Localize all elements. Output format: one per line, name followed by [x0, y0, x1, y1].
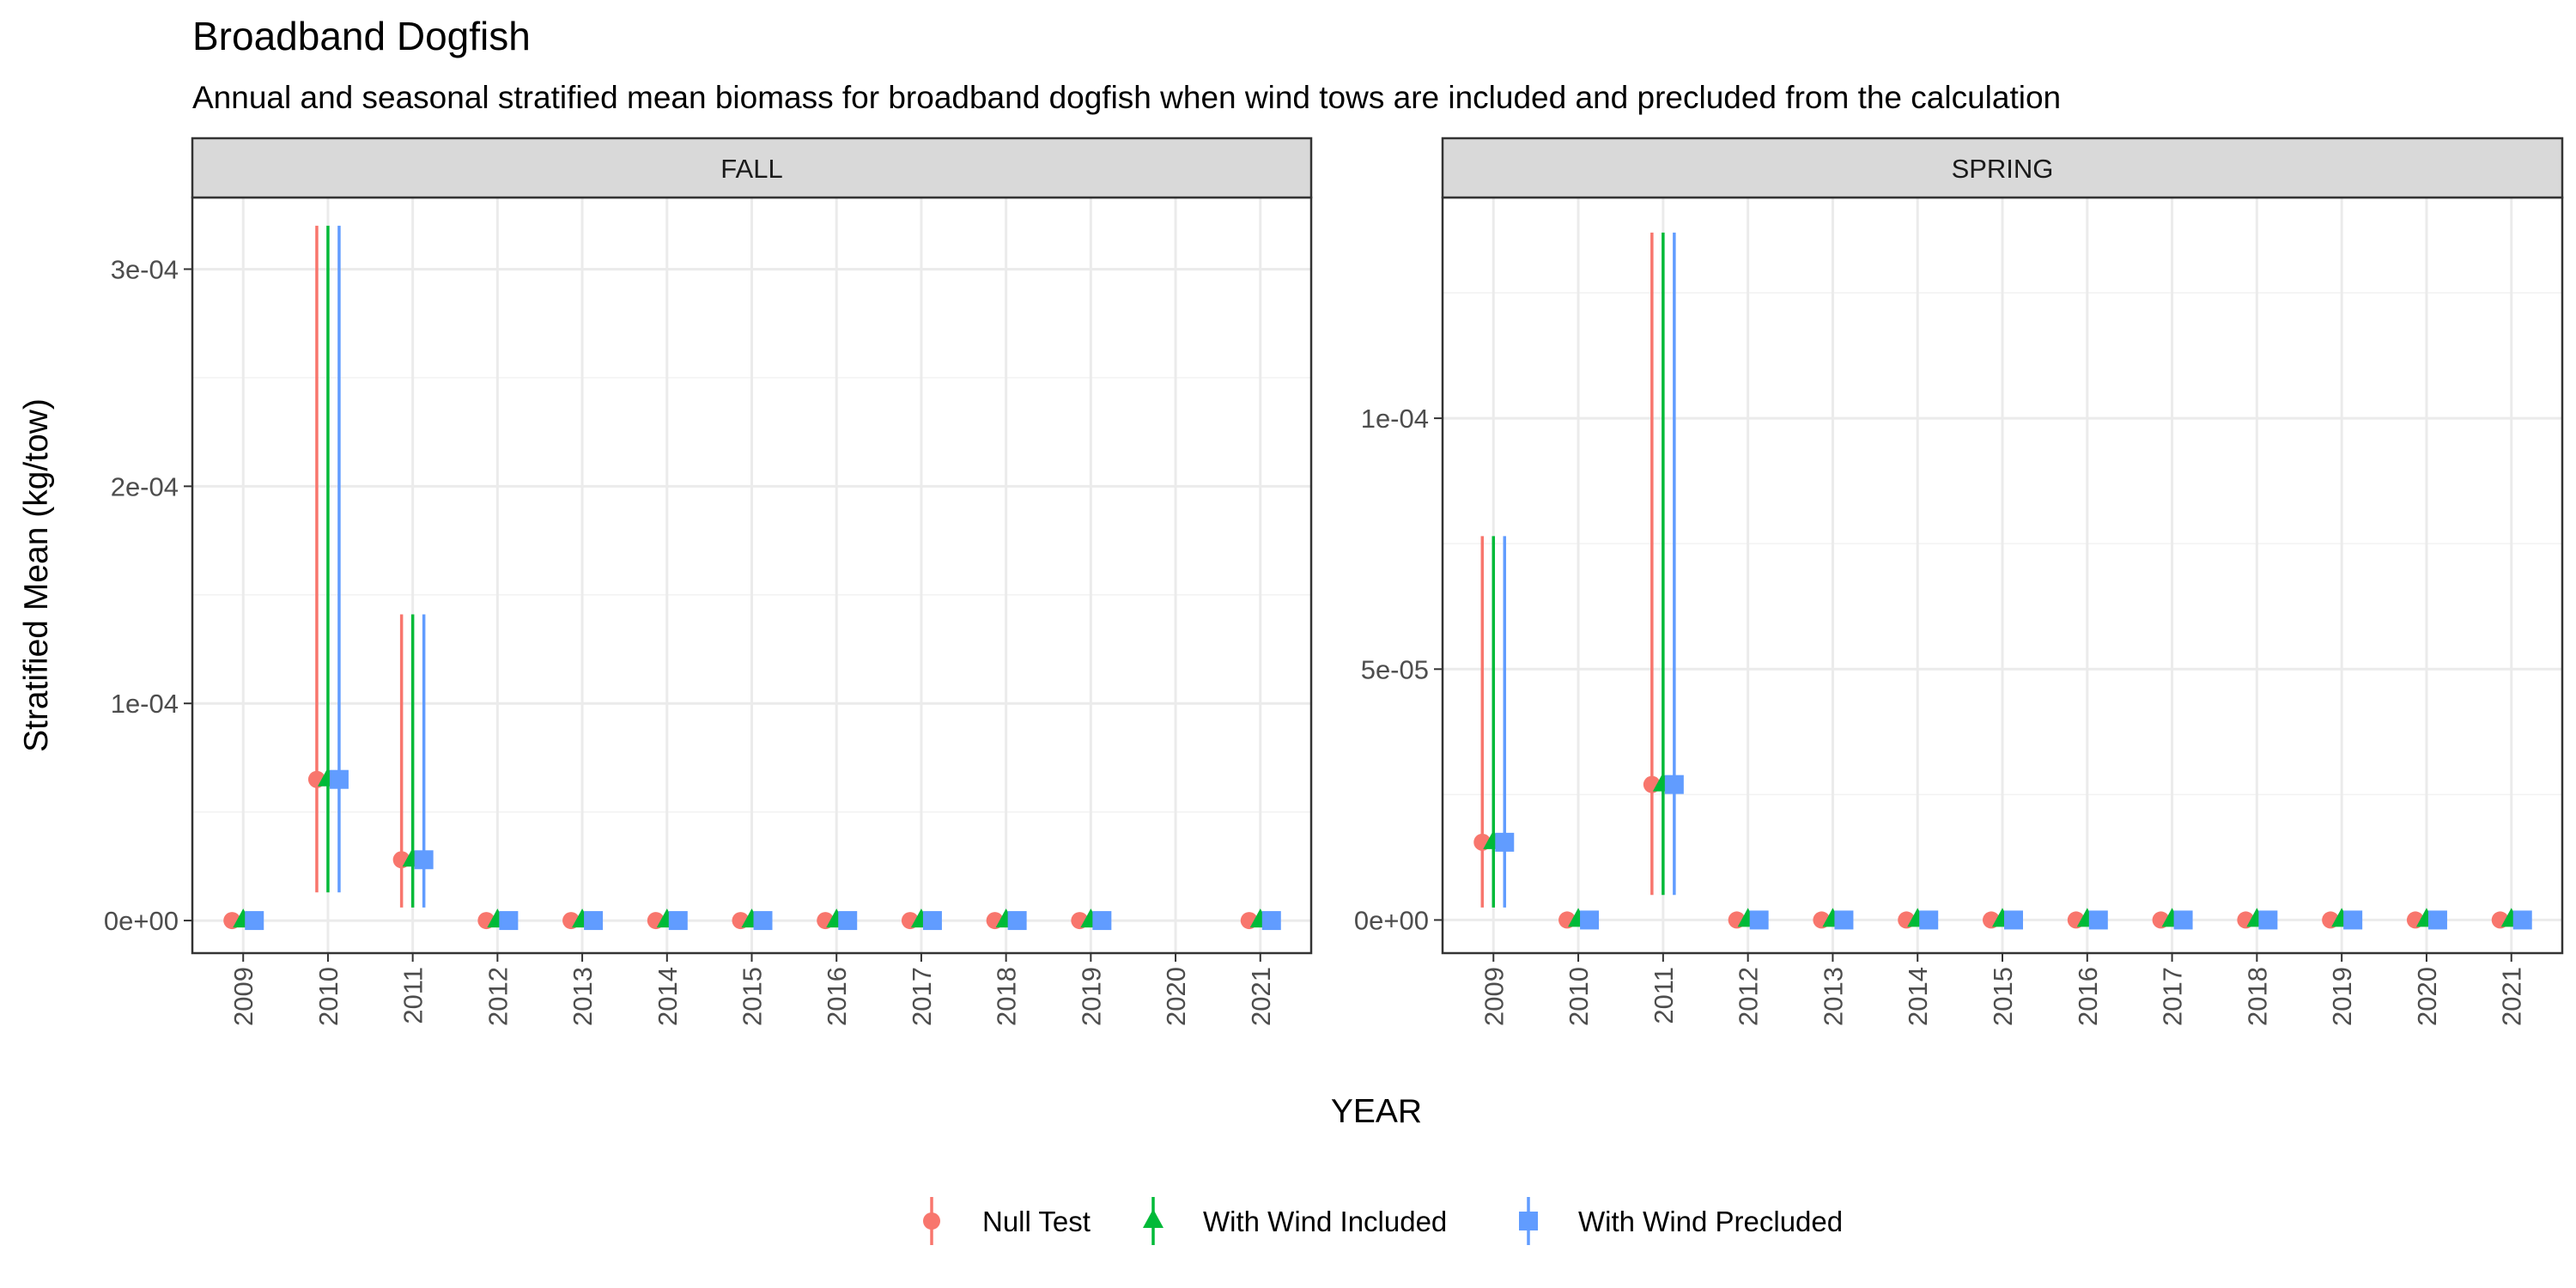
- point-square: [1092, 911, 1112, 931]
- point-square: [1834, 910, 1854, 930]
- y-tick-label: 2e-04: [111, 471, 179, 501]
- point-square: [1664, 775, 1684, 794]
- x-tick-label: 2012: [1734, 967, 1764, 1026]
- legend-key-triangle: [1143, 1209, 1163, 1228]
- point-square: [2173, 910, 2193, 930]
- x-tick-label: 2016: [822, 967, 852, 1026]
- point-square: [1495, 832, 1515, 852]
- point-square: [1007, 911, 1027, 931]
- point-square: [2343, 910, 2363, 930]
- x-tick-label: 2018: [2242, 967, 2272, 1026]
- x-tick-label: 2015: [738, 967, 768, 1026]
- x-tick-label: 2011: [1649, 967, 1679, 1024]
- y-axis-label: Stratified Mean (kg/tow): [18, 398, 55, 752]
- x-tick-label: 2017: [2158, 967, 2188, 1026]
- panel-fall: 0e+00 1e-04 2e-04 3e-04 2009 2010 2011 2012 2013…: [104, 137, 1313, 1026]
- legend-key-square: [1519, 1212, 1538, 1230]
- x-tick-label: 2015: [1988, 967, 2018, 1026]
- point-square: [668, 911, 688, 931]
- x-tick-label: 2013: [1818, 967, 1848, 1026]
- legend: Null Test With Wind Included With Wind Pre…: [923, 1197, 1843, 1245]
- point-square: [1749, 910, 1769, 930]
- point-square: [2088, 910, 2108, 930]
- x-tick-label: 2012: [483, 967, 513, 1026]
- point-square: [2258, 910, 2278, 930]
- facet-strip-label: FALL: [720, 154, 782, 184]
- gridlines: [192, 197, 1311, 953]
- facet-strip-label: SPRING: [1952, 154, 2054, 184]
- y-tick-label: 3e-04: [111, 254, 179, 284]
- x-tick-label: 2014: [1903, 967, 1933, 1026]
- legend-label: With Wind Precluded: [1578, 1206, 1843, 1237]
- point-square: [1261, 911, 1281, 931]
- gridlines: [1443, 197, 2562, 953]
- facet-strip: [1441, 137, 2564, 199]
- legend-label: With Wind Included: [1203, 1206, 1447, 1237]
- x-tick-label: 2013: [568, 967, 598, 1026]
- point-square: [499, 911, 519, 931]
- point-square: [753, 911, 773, 931]
- point-square: [329, 769, 349, 789]
- chart-title: Broadband Dogfish: [192, 14, 531, 58]
- y-tick-label: 5e-05: [1361, 654, 1429, 684]
- x-tick-label: 2021: [2497, 967, 2527, 1026]
- y-tick-label: 0e+00: [104, 906, 179, 936]
- point-square: [414, 850, 434, 870]
- x-tick-label: 2017: [907, 967, 937, 1026]
- legend-item-triangle: With Wind Included: [1143, 1197, 1447, 1245]
- x-tick-label: 2021: [1246, 967, 1276, 1026]
- legend-item-circle: Null Test: [923, 1197, 1091, 1245]
- data-marks: [1473, 232, 2532, 930]
- legend-key-circle: [923, 1212, 940, 1230]
- x-tick-label: 2010: [1564, 967, 1594, 1026]
- x-tick-label: 2009: [1479, 967, 1509, 1026]
- x-tick-label: 2009: [228, 967, 258, 1026]
- legend-label: Null Test: [982, 1206, 1091, 1237]
- legend-item-square: With Wind Precluded: [1519, 1197, 1843, 1245]
- point-square: [2512, 910, 2532, 930]
- x-tick-label: 2019: [2327, 967, 2357, 1026]
- data-marks: [223, 225, 1281, 931]
- point-square: [1919, 910, 1939, 930]
- x-tick-label: 2011: [398, 967, 428, 1024]
- chart-subtitle: Annual and seasonal stratified mean biom…: [192, 80, 2061, 115]
- x-tick-label: 2020: [1161, 967, 1191, 1026]
- x-tick-label: 2020: [2412, 967, 2442, 1026]
- facet-strip: [191, 137, 1313, 199]
- point-square: [2004, 910, 2023, 930]
- y-tick-label: 1e-04: [111, 689, 179, 719]
- point-square: [922, 911, 942, 931]
- x-tick-label: 2016: [2073, 967, 2103, 1026]
- x-tick-label: 2019: [1076, 967, 1106, 1026]
- panel-spring: 0e+00 5e-05 1e-04 2009 2010 2011 2012 2013 2014 2…: [1354, 137, 2564, 1026]
- panels: 0e+00 1e-04 2e-04 3e-04 2009 2010 2011 2012 2013…: [104, 137, 2564, 1026]
- point-square: [245, 911, 264, 931]
- x-axis-label: YEAR: [1331, 1093, 1422, 1130]
- x-tick-label: 2014: [653, 967, 683, 1026]
- x-tick-label: 2010: [313, 967, 343, 1026]
- x-tick-label: 2018: [992, 967, 1022, 1026]
- point-square: [2427, 910, 2447, 930]
- point-square: [584, 911, 604, 931]
- point-square: [838, 911, 858, 931]
- point-square: [1580, 910, 1600, 930]
- y-tick-label: 1e-04: [1361, 404, 1429, 434]
- y-tick-label: 0e+00: [1354, 905, 1429, 935]
